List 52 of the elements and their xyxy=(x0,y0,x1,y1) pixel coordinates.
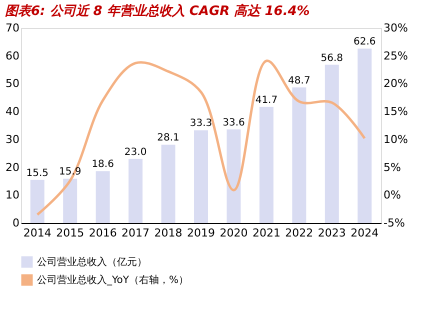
chart-title: 图表6: 公司近 8 年营业总收入 CAGR 高达 16.4% xyxy=(5,3,310,19)
bar xyxy=(194,130,208,223)
bar xyxy=(226,129,241,223)
data-label: 56.8 xyxy=(320,52,344,64)
y2-tick-label: 10% xyxy=(384,132,408,146)
y2-tick-label: 25% xyxy=(384,49,408,62)
y2-tick-label: 5% xyxy=(384,160,401,174)
x-tick-label: 2014 xyxy=(23,226,52,240)
x-tick-label: 2023 xyxy=(318,226,346,240)
y-tick-label: 30 xyxy=(6,132,20,146)
x-tick-label: 2024 xyxy=(350,226,379,240)
x-tick-label: 2015 xyxy=(56,226,84,240)
x-tick-label: 2021 xyxy=(252,226,280,240)
y-tick-label: 10 xyxy=(6,188,20,202)
bar xyxy=(96,171,110,223)
data-label: 23.0 xyxy=(124,146,147,158)
y-tick-label: 70 xyxy=(6,22,20,34)
x-tick-label: 2018 xyxy=(154,226,182,240)
data-label: 41.7 xyxy=(255,94,278,106)
y2-tick-label: 0% xyxy=(384,188,401,202)
x-tick-label: 2022 xyxy=(285,226,314,240)
data-label: 15.9 xyxy=(58,166,82,178)
bar xyxy=(161,144,176,223)
data-label: 62.6 xyxy=(354,36,376,48)
x-tick-label: 2017 xyxy=(122,226,150,240)
y2-tick-label: -5% xyxy=(384,216,405,230)
bar xyxy=(63,178,78,223)
y-tick-label: 50 xyxy=(6,77,20,90)
x-tick-label: 2016 xyxy=(88,226,117,240)
y-tick-label: 60 xyxy=(6,49,20,62)
y2-tick-label: 15% xyxy=(384,105,408,118)
bar xyxy=(128,158,143,223)
x-tick-label: 2020 xyxy=(220,226,248,240)
y-tick-label: 20 xyxy=(6,160,20,174)
bar xyxy=(30,180,44,223)
bar xyxy=(292,87,306,223)
data-label: 18.6 xyxy=(92,159,114,170)
bar xyxy=(259,106,274,223)
y2-tick-label: 20% xyxy=(384,77,408,90)
bar xyxy=(324,64,339,223)
x-tick-label: 2019 xyxy=(187,226,215,240)
y-tick-label: 40 xyxy=(6,105,20,118)
legend-label: 公司营业总收入（亿元） xyxy=(37,256,147,268)
data-label: 15.5 xyxy=(26,168,48,179)
bar xyxy=(358,48,372,223)
y-tick-label: 0 xyxy=(12,216,20,230)
data-label: 28.1 xyxy=(157,132,180,144)
data-label: 33.3 xyxy=(190,118,212,130)
data-label: 33.6 xyxy=(222,117,245,128)
data-label: 48.7 xyxy=(288,75,310,86)
y2-tick-label: 30% xyxy=(384,22,408,34)
legend-label: 公司营业总收入_YoY（右轴，%） xyxy=(37,274,189,286)
